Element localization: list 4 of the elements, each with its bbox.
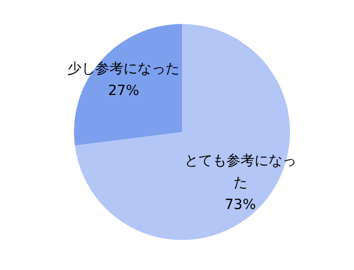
slice-label: 少し参考になった <box>68 61 180 78</box>
data-label: 73% <box>224 197 256 214</box>
slice-label: とても参考になった <box>184 153 296 192</box>
data-label: 27% <box>108 83 140 100</box>
